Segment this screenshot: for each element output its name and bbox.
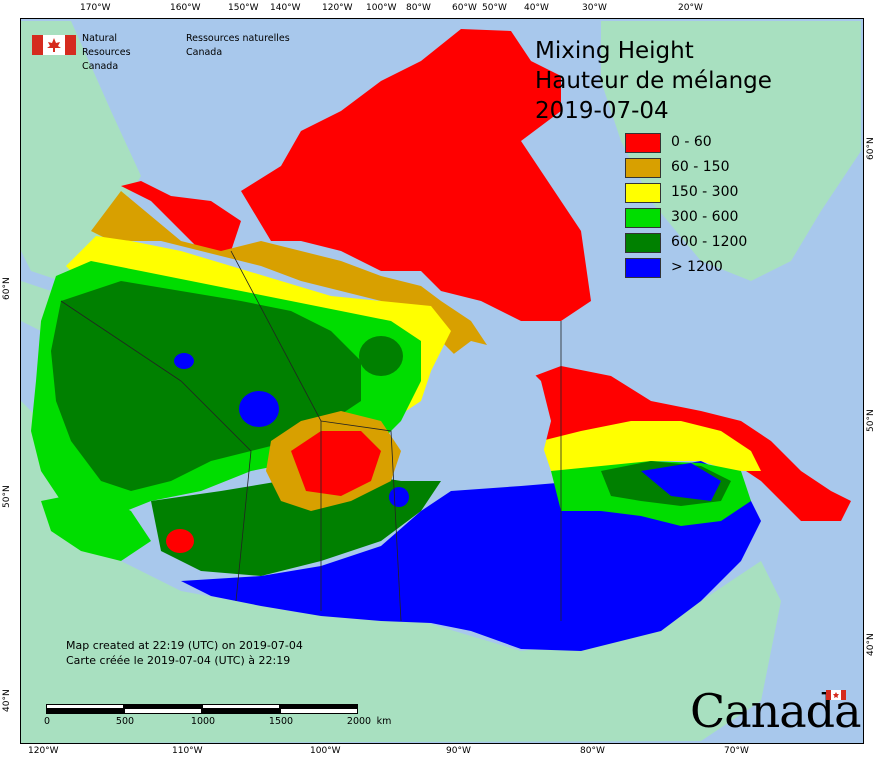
lon-tick-top: 20°W [678,3,703,13]
lon-tick-top: 50°W [482,3,507,13]
org-name-french: Ressources naturelles Canada [186,33,290,58]
mixing-height-map [21,21,861,743]
lat-tick-right: 40°N [866,633,876,656]
scale-segment [124,708,202,714]
scale-bar: 0 500 1000 1500 2000 km [43,704,391,734]
legend-swatch [625,133,661,153]
legend-swatch [625,158,661,178]
lat-tick-left: 50°N [2,485,12,508]
scale-label: 1500 [268,716,294,727]
lon-tick-bottom: 100°W [310,746,341,756]
map-title-french: Hauteur de mélange [535,68,772,94]
province-borders [60,250,562,622]
lon-tick-bottom: 110°W [172,746,203,756]
wordmark-flag-icon [826,690,846,700]
lat-tick-left: 40°N [2,689,12,712]
scale-label: 0 [43,716,51,727]
lon-tick-top: 80°W [406,3,431,13]
creation-info: Map created at 22:19 (UTC) on 2019-07-04… [66,638,303,668]
lon-tick-top: 170°W [80,3,111,13]
map-title-block: Mixing Height Hauteur de mélange 2019-07… [535,36,772,126]
legend-swatch [625,233,661,253]
created-english: Map created at 22:19 (UTC) on 2019-07-04 [66,639,303,652]
lon-tick-top: 30°W [582,3,607,13]
org-name-english: Natural Resources Canada [82,33,131,72]
map-date: 2019-07-04 [535,98,669,124]
lat-tick-left: 60°N [2,277,12,300]
legend-label: 0 - 60 [671,134,712,150]
lat-tick-right: 50°N [866,409,876,432]
legend-label: > 1200 [671,259,723,275]
lon-tick-top: 100°W [366,3,397,13]
created-french: Carte créée le 2019-07-04 (UTC) à 22:19 [66,654,291,667]
scale-label: 2000 [346,716,372,727]
legend-label: 600 - 1200 [671,234,748,250]
scale-segment [202,708,280,714]
scale-segment [46,708,124,714]
canada-landmass [31,29,851,651]
scale-unit: km [376,716,392,727]
legend-label: 60 - 150 [671,159,730,175]
scale-label: 1000 [190,716,216,727]
lon-tick-bottom: 70°W [724,746,749,756]
legend-label: 300 - 600 [671,209,739,225]
scale-label: 500 [115,716,135,727]
lon-tick-bottom: 120°W [28,746,59,756]
legend-label: 150 - 300 [671,184,739,200]
map-canvas[interactable] [20,18,864,744]
scale-segment [280,708,358,714]
legend-swatch [625,208,661,228]
map-title-english: Mixing Height [535,38,694,64]
lon-tick-bottom: 80°W [580,746,605,756]
lon-tick-top: 120°W [322,3,353,13]
lon-tick-top: 160°W [170,3,201,13]
canada-flag-icon [32,35,76,55]
lon-tick-top: 140°W [270,3,301,13]
lon-tick-bottom: 90°W [446,746,471,756]
lon-tick-top: 150°W [228,3,259,13]
legend-swatch [625,183,661,203]
lon-tick-top: 40°W [524,3,549,13]
lat-tick-right: 60°N [866,137,876,160]
lon-tick-top: 60°W [452,3,477,13]
legend-swatch [625,258,661,278]
